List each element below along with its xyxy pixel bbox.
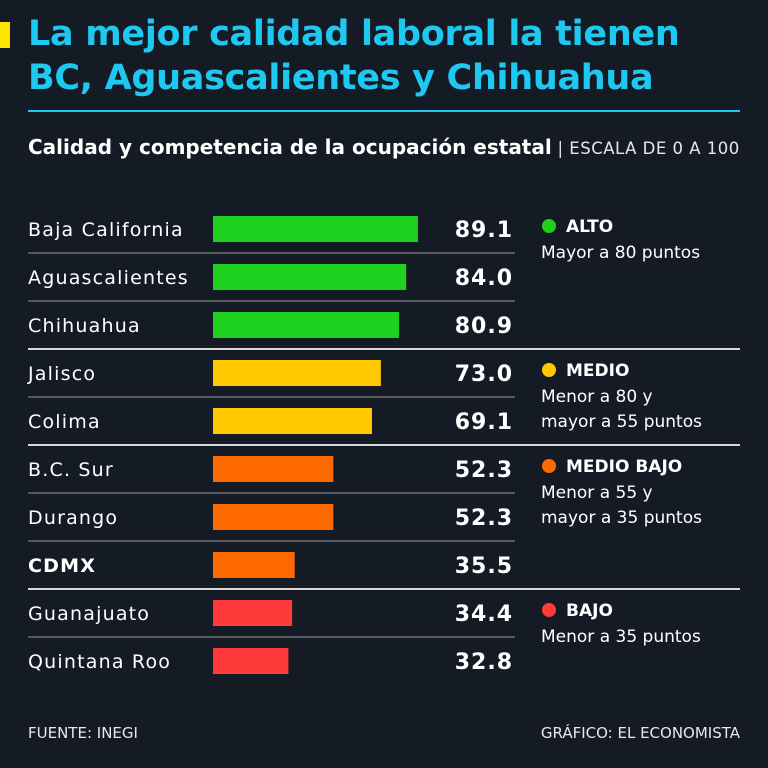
- value-label: 69.1: [455, 410, 513, 435]
- legend-dot: [542, 363, 556, 377]
- title-line-1: La mejor calidad laboral la tienen: [28, 14, 680, 54]
- bar: [213, 456, 334, 482]
- bar: [213, 216, 418, 242]
- value-label: 52.3: [455, 506, 513, 531]
- bar: [213, 408, 372, 434]
- value-label: 32.8: [455, 650, 513, 675]
- value-label: 34.4: [455, 602, 513, 627]
- category-label: Jalisco: [27, 363, 96, 385]
- chart-subtitle: Calidad y competencia de la ocupación es…: [28, 132, 740, 164]
- category-label: CDMX: [28, 555, 96, 577]
- category-label: Baja California: [28, 219, 184, 241]
- value-label: 73.0: [455, 362, 513, 387]
- bar: [213, 264, 407, 290]
- legend-name: MEDIO BAJO: [566, 457, 682, 477]
- category-label: B.C. Sur: [28, 459, 114, 481]
- legend-description: Menor a 55 y: [541, 483, 653, 503]
- legend-description: mayor a 55 puntos: [541, 412, 702, 432]
- page-title: La mejor calidad laboral la tienen BC, A…: [28, 12, 748, 100]
- category-label: Aguascalientes: [28, 267, 189, 289]
- bar: [213, 312, 400, 338]
- legend-dot: [542, 603, 556, 617]
- legend-description: Menor a 35 puntos: [541, 627, 701, 647]
- bar: [213, 648, 289, 674]
- legend-description: Menor a 80 y: [541, 387, 653, 407]
- legend-description: Mayor a 80 puntos: [541, 243, 700, 263]
- subtitle-main: Calidad y competencia de la ocupación es…: [28, 135, 552, 159]
- value-label: 89.1: [455, 218, 513, 243]
- category-label: Chihuahua: [28, 315, 141, 337]
- value-label: 35.5: [455, 554, 513, 579]
- subtitle-scale: ESCALA DE 0 A 100: [569, 139, 740, 158]
- legend-dot: [542, 219, 556, 233]
- bar: [213, 552, 295, 578]
- legend-name: MEDIO: [566, 361, 629, 381]
- bar: [213, 600, 293, 626]
- subtitle-separator: |: [551, 139, 570, 158]
- category-label: Guanajuato: [28, 603, 150, 625]
- bar: [213, 504, 334, 530]
- value-label: 52.3: [455, 458, 513, 483]
- legend-name: ALTO: [566, 217, 613, 237]
- legend-description: mayor a 35 puntos: [541, 508, 702, 528]
- title-divider: [28, 110, 740, 112]
- bar: [213, 360, 381, 386]
- value-label: 80.9: [455, 314, 513, 339]
- title-accent-bar: [0, 22, 10, 48]
- category-label: Durango: [28, 507, 118, 529]
- value-label: 84.0: [455, 266, 513, 291]
- title-line-2: BC, Aguascalientes y Chihuahua: [28, 58, 654, 98]
- footer-source: FUENTE: INEGI: [28, 724, 138, 742]
- category-label: Colima: [28, 411, 101, 433]
- category-label: Quintana Roo: [28, 651, 171, 673]
- footer-credit: GRÁFICO: EL ECONOMISTA: [540, 724, 740, 742]
- legend-dot: [542, 459, 556, 473]
- legend-name: BAJO: [566, 601, 613, 621]
